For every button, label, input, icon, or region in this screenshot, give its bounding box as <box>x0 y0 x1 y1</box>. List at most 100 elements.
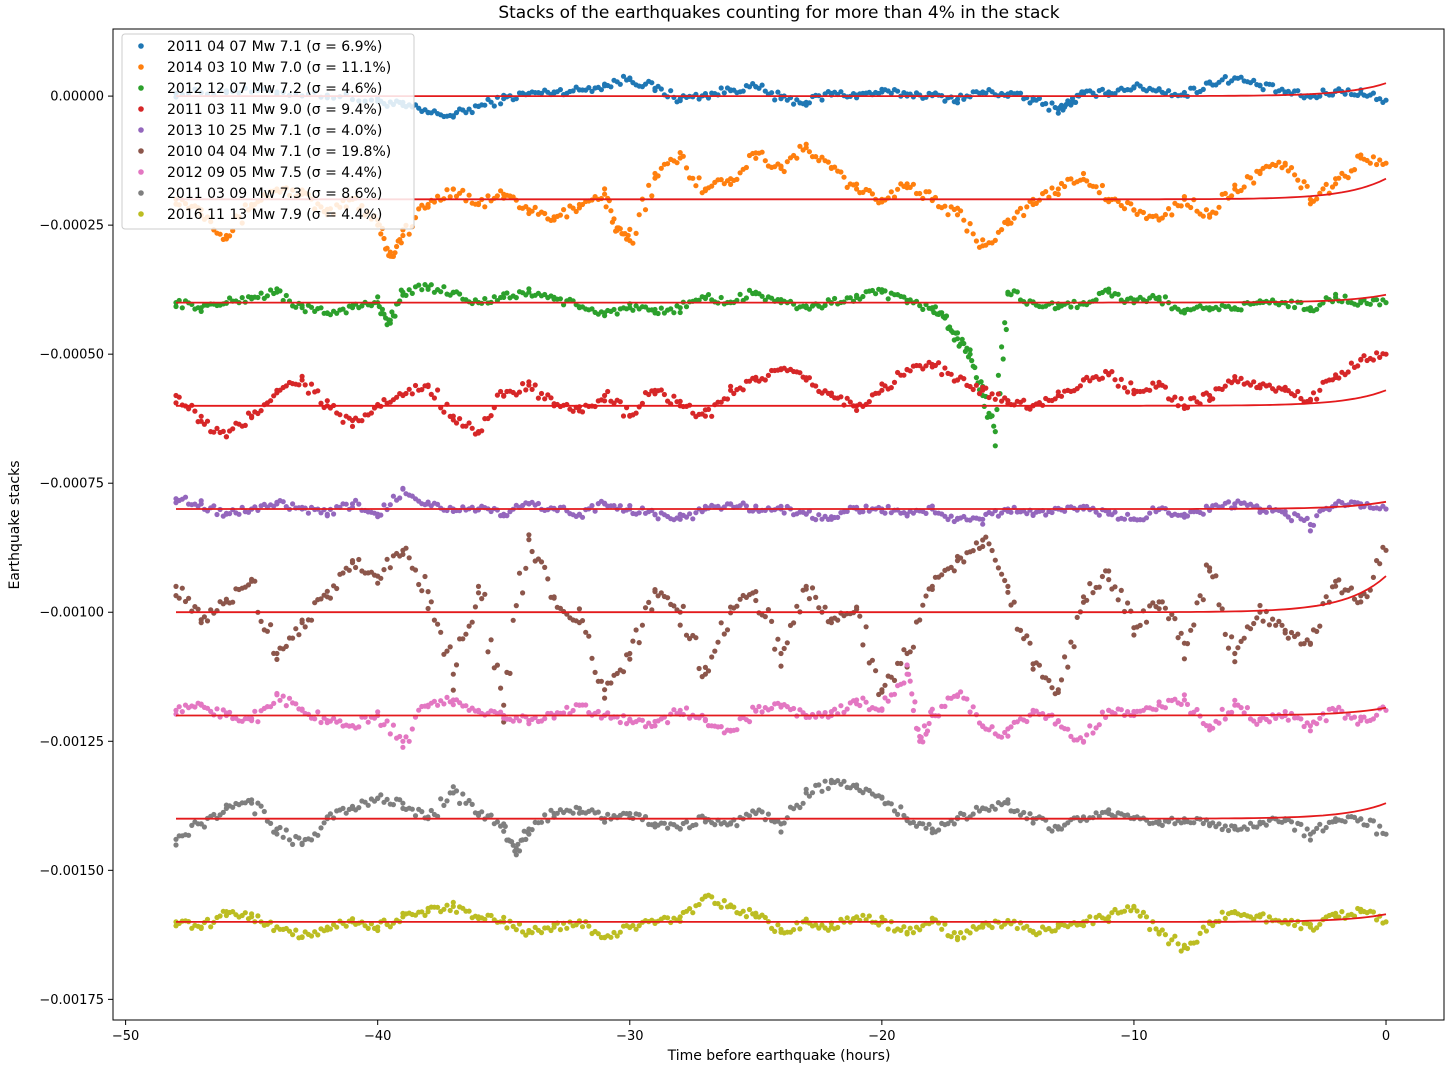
data-point <box>475 810 482 817</box>
data-point <box>1336 175 1342 181</box>
data-point <box>759 82 765 88</box>
data-point <box>901 647 907 653</box>
data-point <box>1307 723 1313 729</box>
data-point <box>1342 293 1348 299</box>
data-point <box>400 551 406 558</box>
data-point <box>1266 382 1272 388</box>
data-point <box>835 924 841 931</box>
data-point <box>1087 378 1093 384</box>
data-point <box>970 386 976 393</box>
data-point <box>866 187 872 194</box>
data-point <box>258 290 264 296</box>
data-point <box>1266 719 1272 725</box>
data-point <box>469 425 475 431</box>
data-point <box>803 790 809 796</box>
data-point <box>753 910 759 916</box>
data-point <box>728 604 734 610</box>
data-point <box>271 700 277 707</box>
data-point <box>378 231 384 237</box>
data-point <box>551 924 557 930</box>
data-point <box>589 306 595 312</box>
data-point <box>652 85 658 91</box>
data-point <box>274 289 280 295</box>
data-point <box>375 294 381 300</box>
data-point <box>488 637 494 643</box>
data-point <box>1096 584 1102 590</box>
data-point <box>1273 162 1279 169</box>
data-point <box>1131 207 1137 213</box>
data-point <box>409 806 415 812</box>
data-point <box>315 388 321 394</box>
data-point <box>249 578 255 584</box>
data-point <box>702 413 709 419</box>
data-point <box>602 83 608 89</box>
data-point <box>1288 165 1295 171</box>
data-point <box>450 413 456 419</box>
data-point <box>1370 716 1376 722</box>
data-point <box>819 97 825 103</box>
data-point <box>1247 626 1254 632</box>
data-point <box>1257 602 1263 609</box>
data-point <box>1112 584 1118 590</box>
data-point <box>1374 161 1380 168</box>
data-point <box>173 842 179 848</box>
data-point <box>1003 326 1009 333</box>
data-point <box>961 513 967 520</box>
data-point <box>1162 705 1168 711</box>
data-point <box>494 193 500 199</box>
data-point <box>1068 176 1074 182</box>
data-point <box>324 588 330 594</box>
data-point <box>737 291 743 297</box>
data-point <box>179 709 185 715</box>
data-point <box>677 826 683 832</box>
data-point <box>1200 511 1206 517</box>
data-point <box>980 521 986 527</box>
data-point <box>1225 645 1232 651</box>
data-point <box>718 85 724 91</box>
data-point <box>778 165 784 171</box>
data-point <box>1169 212 1175 218</box>
data-point <box>173 496 179 502</box>
legend-entry: 2012 09 05 Mw 7.5 (σ = 4.4%) <box>167 165 382 181</box>
x-tick-label: −20 <box>868 1029 895 1044</box>
data-point <box>390 802 396 808</box>
data-point <box>806 149 813 155</box>
data-point <box>948 371 954 377</box>
data-point <box>438 629 444 635</box>
data-point <box>419 909 425 915</box>
data-point <box>1156 929 1162 935</box>
data-point <box>1005 398 1011 404</box>
data-point <box>841 174 847 180</box>
data-point <box>1320 87 1326 93</box>
data-point <box>1194 706 1200 713</box>
data-point <box>1134 908 1140 914</box>
data-point <box>964 696 970 702</box>
data-point <box>642 605 649 611</box>
data-point <box>485 193 491 199</box>
data-point <box>359 303 365 309</box>
data-point <box>1090 590 1096 596</box>
data-point <box>343 501 349 507</box>
data-point <box>778 650 784 657</box>
data-point <box>803 786 809 792</box>
data-point <box>869 657 876 663</box>
data-point <box>671 310 677 316</box>
data-point <box>1307 528 1313 534</box>
data-point <box>696 175 702 181</box>
data-point <box>658 387 664 393</box>
data-point <box>1273 715 1279 722</box>
data-point <box>425 909 431 915</box>
data-point <box>1383 97 1389 103</box>
data-point <box>879 687 885 693</box>
data-point <box>602 191 608 197</box>
data-point <box>778 367 784 373</box>
data-point <box>283 383 289 389</box>
data-point <box>255 913 261 919</box>
data-point <box>576 87 583 93</box>
data-point <box>261 808 267 815</box>
data-point <box>822 302 828 308</box>
data-point <box>1307 640 1313 646</box>
data-point <box>475 103 482 109</box>
x-tick-label: −50 <box>112 1029 139 1044</box>
data-point <box>482 204 488 210</box>
